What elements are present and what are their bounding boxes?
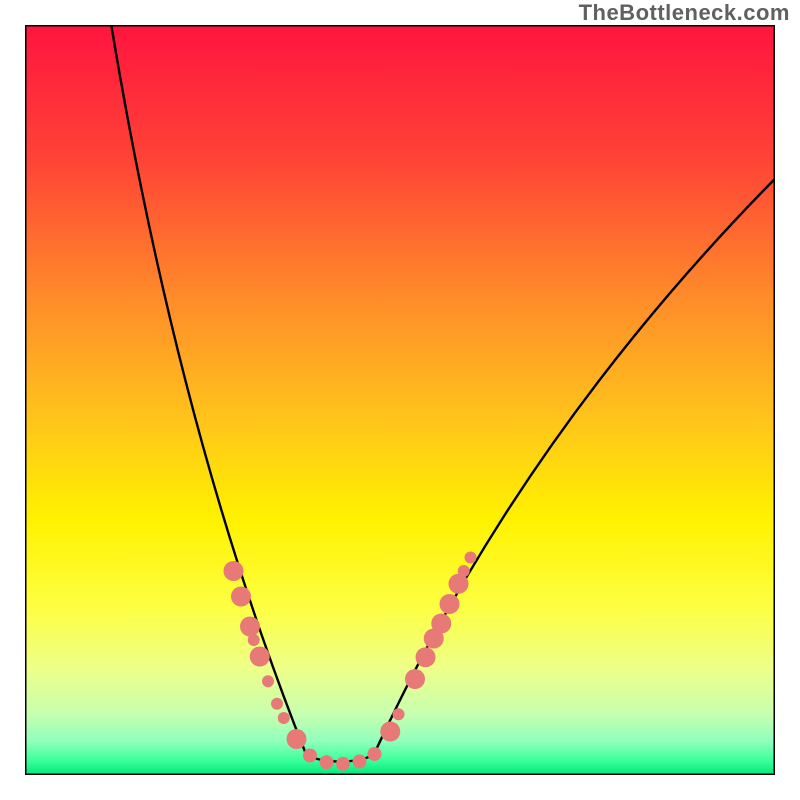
highlight-dot: [224, 561, 244, 581]
highlight-dot: [278, 712, 290, 724]
highlight-dot: [231, 587, 251, 607]
plot-area: [25, 25, 775, 775]
highlight-dot: [271, 698, 283, 710]
plot-svg: [25, 25, 775, 775]
highlight-dot: [458, 565, 470, 577]
highlight-dot: [240, 617, 260, 637]
highlight-dot: [431, 614, 451, 634]
highlight-dot: [440, 594, 460, 614]
highlight-dot: [368, 747, 382, 761]
highlight-dot: [449, 574, 469, 594]
highlight-dot: [303, 749, 317, 763]
highlight-dot: [393, 708, 405, 720]
highlight-dot: [320, 755, 334, 769]
chart-frame: TheBottleneck.com: [0, 0, 800, 800]
highlight-dot: [250, 647, 270, 667]
highlight-dot: [380, 722, 400, 742]
highlight-dot: [287, 729, 307, 749]
plot-background: [25, 25, 775, 775]
highlight-dot: [465, 552, 477, 564]
highlight-dot: [416, 647, 436, 667]
highlight-dot: [262, 675, 274, 687]
highlight-dot: [336, 757, 350, 771]
highlight-dot: [405, 669, 425, 689]
watermark-text: TheBottleneck.com: [579, 0, 790, 26]
highlight-dot: [248, 634, 260, 646]
highlight-dot: [353, 755, 367, 769]
